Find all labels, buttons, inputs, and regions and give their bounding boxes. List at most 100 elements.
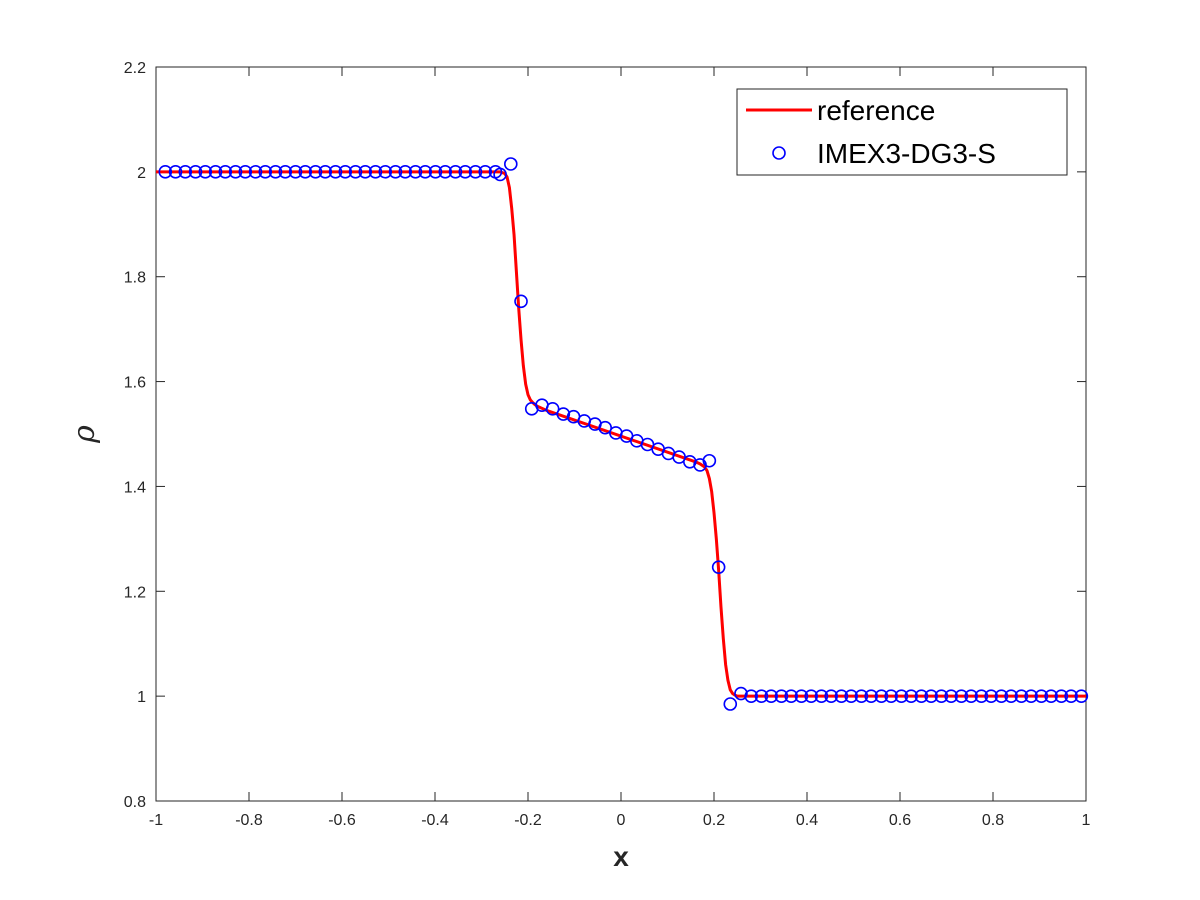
- data-point: [378, 165, 393, 179]
- data-point: [545, 402, 560, 416]
- data-point: [1004, 689, 1018, 703]
- data-point: [428, 165, 443, 179]
- data-point: [954, 689, 969, 703]
- data-point: [994, 689, 1009, 703]
- data-point: [248, 165, 263, 179]
- data-point: [764, 689, 778, 703]
- data-point: [854, 689, 869, 703]
- data-point: [228, 165, 243, 179]
- data-point: [218, 165, 233, 179]
- x-tick-label: 0.6: [889, 812, 911, 829]
- data-point: [904, 689, 918, 703]
- legend-label-imex3-dg3-s: IMEX3-DG3-S: [817, 138, 996, 169]
- data-point: [238, 165, 253, 179]
- x-tick-label: -0.6: [328, 812, 356, 829]
- data-point: [208, 165, 223, 179]
- data-point: [556, 407, 571, 421]
- data-point: [844, 689, 858, 703]
- x-tick-label: -1: [149, 812, 163, 829]
- data-point: [278, 165, 293, 179]
- data-point: [348, 165, 363, 179]
- data-point: [318, 165, 333, 179]
- y-tick-label: 1.6: [124, 375, 146, 392]
- legend-box: [736, 88, 1068, 176]
- x-tick-label: 1: [1082, 812, 1091, 829]
- y-axis-title: ρ: [67, 425, 102, 444]
- y-tick-label: 1.8: [124, 270, 146, 287]
- data-point: [493, 167, 507, 182]
- x-tick-label: -0.2: [514, 812, 542, 829]
- data-point: [754, 689, 769, 703]
- data-point: [598, 420, 612, 435]
- data-point: [1024, 689, 1038, 703]
- axis-ticks: [155, 66, 1087, 802]
- legend-label-reference: reference: [817, 95, 935, 126]
- data-point: [1044, 689, 1058, 703]
- data-point: [398, 165, 413, 179]
- data-point: [298, 165, 313, 179]
- data-point: [744, 689, 759, 703]
- data-point: [1064, 689, 1078, 703]
- data-point: [388, 165, 403, 179]
- data-point: [268, 165, 283, 179]
- data-point: [864, 689, 878, 703]
- y-tick-labels: 0.8 1 1.2 1.4 1.6 1.8 2 2.2: [124, 60, 146, 811]
- data-point: [168, 165, 183, 179]
- data-point: [458, 165, 473, 179]
- data-point: [1054, 689, 1069, 703]
- x-tick-label: 0.8: [982, 812, 1004, 829]
- x-tick-label: 0.2: [703, 812, 725, 829]
- x-tick-label: 0.4: [796, 812, 818, 829]
- data-point: [974, 689, 989, 703]
- data-point: [824, 689, 838, 703]
- data-point: [478, 165, 493, 179]
- data-point: [288, 165, 303, 179]
- data-point: [774, 689, 789, 703]
- data-point: [448, 165, 463, 179]
- x-tick-label: -0.8: [235, 812, 263, 829]
- data-point: [468, 165, 483, 179]
- y-tick-label: 1.4: [124, 479, 146, 496]
- data-point: [814, 689, 829, 703]
- data-point: [834, 689, 849, 703]
- data-point: [1014, 689, 1029, 703]
- data-point: [734, 686, 748, 701]
- data-point: [328, 165, 343, 179]
- series-layer: [156, 157, 1089, 711]
- y-tick-label: 1: [137, 689, 146, 706]
- legend-swatch-imex3-dg3-s: [772, 146, 786, 160]
- data-point: [874, 689, 889, 703]
- data-point: [1034, 689, 1049, 703]
- data-point: [514, 294, 528, 309]
- legend: reference IMEX3-DG3-S: [736, 88, 1068, 176]
- x-tick-labels: -1 -0.8 -0.6 -0.4 -0.2 0 0.2 0.4 0.6 0.8 1: [149, 812, 1091, 829]
- y-tick-label: 1.2: [124, 584, 146, 601]
- data-point: [188, 165, 203, 179]
- data-point: [944, 689, 958, 703]
- data-point: [418, 165, 433, 179]
- data-point: [408, 165, 423, 179]
- data-point: [794, 689, 809, 703]
- data-point: [308, 165, 323, 179]
- data-point: [503, 157, 518, 171]
- data-point: [1074, 689, 1089, 703]
- series-markers-imex3-dg3-s: [158, 157, 1089, 711]
- data-point: [198, 165, 213, 179]
- data-point: [258, 165, 273, 179]
- data-point: [924, 689, 938, 703]
- data-point: [368, 165, 383, 179]
- data-point: [914, 689, 929, 703]
- data-point: [784, 689, 798, 703]
- data-point: [723, 697, 738, 711]
- x-axis-title: x: [613, 841, 629, 872]
- data-point: [884, 689, 898, 703]
- data-point: [702, 453, 717, 468]
- data-point: [804, 689, 818, 703]
- y-tick-label: 0.8: [124, 794, 146, 811]
- data-point: [894, 689, 909, 703]
- data-point: [984, 689, 998, 703]
- data-point: [158, 165, 173, 179]
- data-point: [711, 560, 726, 574]
- data-point: [178, 165, 193, 179]
